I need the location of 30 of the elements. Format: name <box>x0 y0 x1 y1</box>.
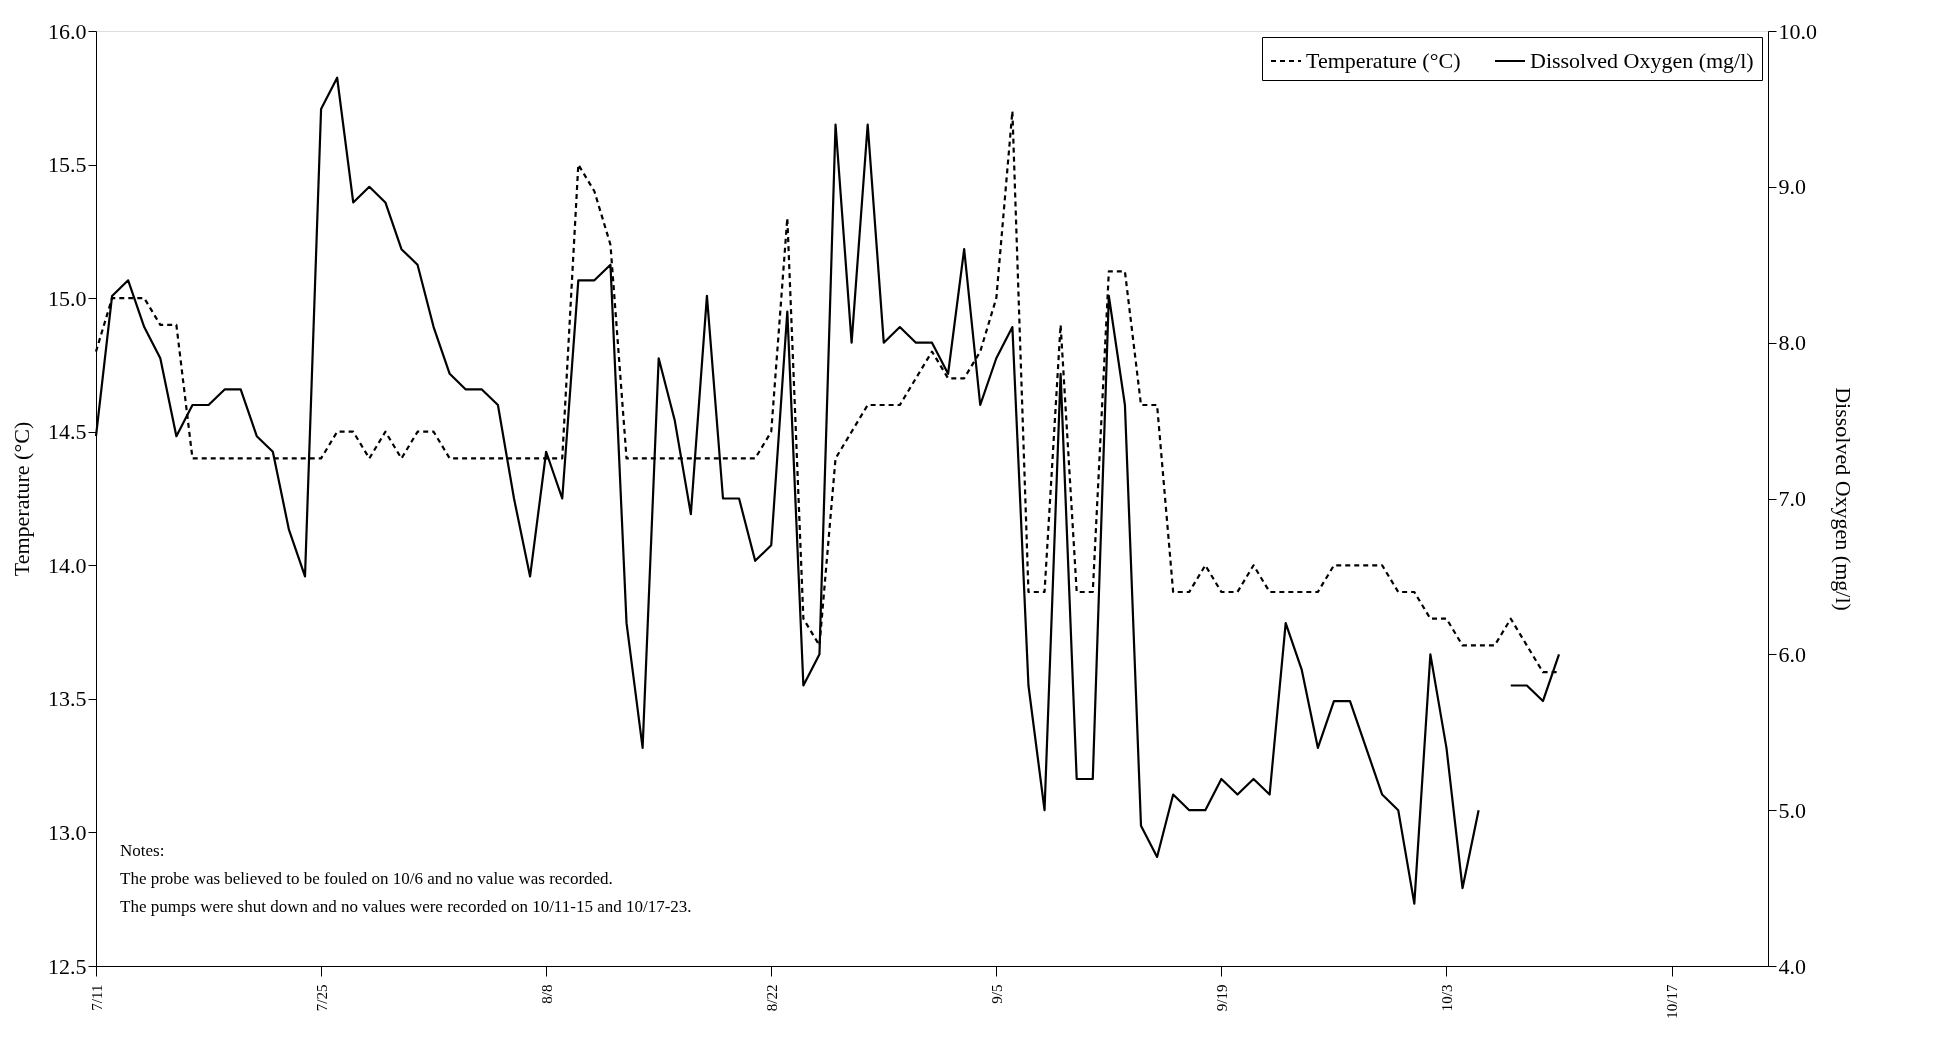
x-tick-label: 9/5 <box>988 984 1005 1004</box>
y-tick-label: 14.5 <box>48 419 87 445</box>
legend-label: Dissolved Oxygen (mg/l) <box>1530 48 1754 73</box>
y2-tick-label: 4.0 <box>1778 953 1806 979</box>
annotation: The probe was believed to be fouled on 10/6 and no value was recorded. <box>120 869 613 888</box>
y2-tick-label: 7.0 <box>1778 486 1806 511</box>
x-tick-label: 9/19 <box>1213 984 1230 1012</box>
y-tick-label: 13.0 <box>48 819 87 845</box>
y-tick-label: 15.5 <box>48 152 87 178</box>
y-tick-label: 15.0 <box>48 285 87 311</box>
x-tick-label: 7/25 <box>313 984 330 1012</box>
x-tick-label: 7/11 <box>88 984 105 1011</box>
annotation: The pumps were shut down and no values were recorded on 10/11-15 and 10/17-23. <box>120 897 692 916</box>
y-tick-label: 16.0 <box>48 18 87 44</box>
y2-tick-label: 5.0 <box>1778 797 1806 823</box>
y-axis-title: Temperature (°C) <box>9 421 34 577</box>
legend-label: Temperature (°C) <box>1306 48 1461 73</box>
y2-tick-label: 8.0 <box>1778 330 1806 356</box>
x-tick-label: 8/8 <box>538 984 555 1004</box>
y-tick-label: 14.0 <box>48 552 87 578</box>
y-tick-label: 12.5 <box>48 953 87 979</box>
x-tick-label: 8/22 <box>763 984 780 1012</box>
x-tick-label: 10/17 <box>1664 984 1681 1019</box>
x-tick-label: 10/3 <box>1438 984 1455 1012</box>
y2-tick-label: 6.0 <box>1778 641 1806 667</box>
y2-axis-title: Dissolved Oxygen (mg/l) <box>1831 387 1856 611</box>
y-tick-label: 13.5 <box>48 686 87 712</box>
annotation: Notes: <box>120 841 165 860</box>
y2-tick-label: 10.0 <box>1778 18 1817 44</box>
y2-tick-label: 9.0 <box>1778 174 1806 200</box>
